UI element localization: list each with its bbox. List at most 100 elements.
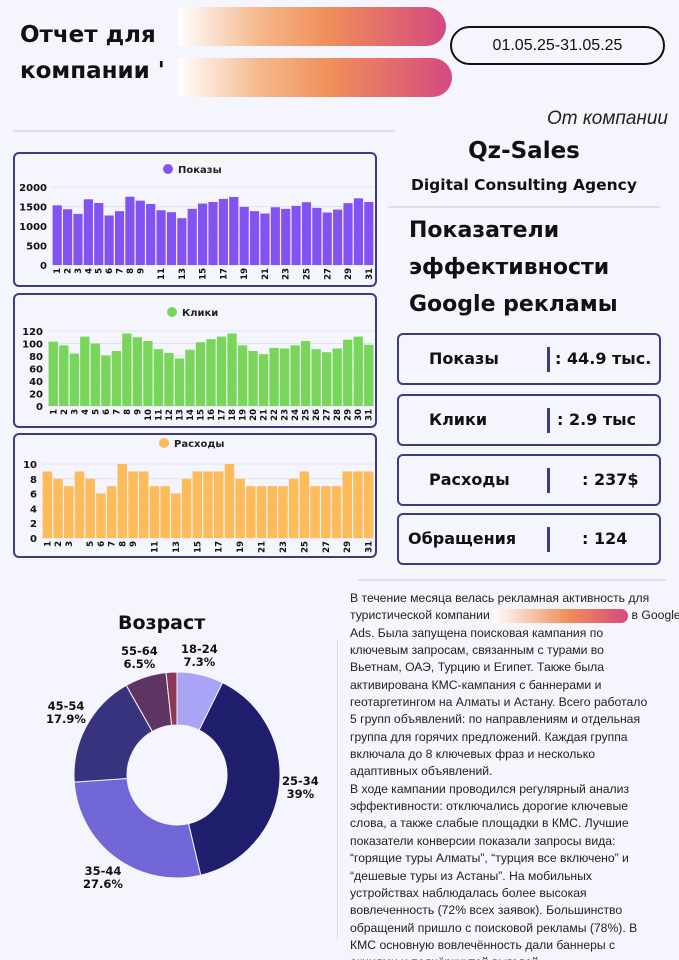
x-tick-label: 7	[112, 409, 122, 415]
bar	[218, 198, 228, 265]
bar	[270, 207, 280, 265]
bar	[85, 478, 95, 538]
bar	[258, 354, 269, 406]
bar	[177, 218, 187, 265]
x-tick-label: 31	[365, 268, 375, 280]
description-line: геотаргетингом на Алматы и Астану. Всего…	[350, 695, 648, 710]
x-tick-label: 15	[193, 541, 203, 553]
x-tick-label: 2	[54, 541, 64, 547]
donut-slice	[73, 777, 202, 879]
x-tick-label: 18	[228, 409, 238, 421]
bar	[288, 478, 299, 538]
x-tick-label: 27	[323, 268, 333, 280]
y-tick-label: 4	[30, 504, 37, 515]
bar	[104, 215, 114, 265]
y-tick-label: 500	[26, 242, 47, 253]
x-tick-label: 25	[302, 409, 312, 421]
donut-slice	[187, 681, 281, 876]
stat-label: Расходы	[429, 470, 510, 489]
stat-separator	[547, 527, 550, 552]
legend-label: Расходы	[174, 439, 224, 450]
bar	[353, 198, 364, 265]
y-tick-label: 8	[30, 475, 37, 486]
bar	[64, 486, 74, 538]
x-tick-label: 17	[215, 541, 225, 553]
bar	[310, 486, 320, 538]
bar	[59, 345, 69, 406]
description-line: В ходе кампании проводился регулярный ан…	[350, 781, 630, 796]
bar	[171, 493, 181, 538]
agency-subtitle: Digital Consulting Agency	[411, 176, 637, 194]
from-company-label: От компании	[546, 108, 668, 129]
description-line: обращений пришло с поисковой рекламы (78…	[350, 920, 638, 935]
x-tick-label: 8	[118, 541, 128, 547]
bar	[343, 203, 353, 265]
bar	[153, 349, 164, 406]
x-tick-label: 21	[260, 409, 270, 421]
x-tick-label: 23	[282, 268, 292, 280]
slice-label-25-34: 25-34 39%	[282, 774, 319, 801]
bar	[101, 355, 111, 406]
x-tick-label: 16	[207, 409, 217, 421]
x-tick-label: 3	[65, 541, 75, 547]
bar	[80, 336, 90, 406]
bar	[135, 200, 145, 265]
bar	[278, 486, 288, 538]
description-line: туристической компании в Google	[350, 608, 679, 624]
stat-separator	[547, 347, 550, 372]
bar	[229, 196, 239, 265]
bar	[331, 486, 342, 538]
description-line: устройствах наблюдалась более высокая	[350, 885, 587, 900]
x-tick-label: 19	[240, 268, 250, 280]
bar	[128, 471, 138, 538]
description-line: “горящие туры Алматы”, “турция все включ…	[350, 851, 629, 866]
description-line: адаптивных объявлений.	[350, 764, 493, 779]
stat-label: Клики	[429, 410, 488, 429]
bar	[299, 471, 310, 538]
x-tick-label: 3	[74, 268, 84, 274]
x-tick-label: 15	[199, 268, 209, 280]
bar	[96, 493, 106, 538]
bar	[69, 353, 79, 406]
bar	[111, 351, 122, 406]
bar	[48, 341, 58, 406]
description-line: активирована КМС-кампания с баннерами и	[350, 677, 602, 692]
chart-clicks: Клики 0 20 40 60 80 100 120 1 2 3 4 5 6 7 8 9 10 11 12 13 14 1…	[13, 293, 377, 428]
x-tick-label: 29	[343, 541, 353, 553]
bar	[143, 341, 153, 406]
bar	[239, 206, 249, 265]
y-tick-label: 10	[23, 460, 37, 471]
legend-marker	[159, 438, 169, 448]
description-line: показатели конверсии показали запросы ви…	[350, 833, 616, 848]
age-donut-chart	[73, 671, 281, 879]
x-tick-label: 25	[302, 268, 312, 280]
description-line: “дешевые туры из Астаны”. На мобильных	[350, 868, 593, 883]
x-tick-label: 21	[261, 268, 271, 280]
bar	[322, 212, 332, 265]
bar	[132, 337, 143, 406]
redacted-company-name	[493, 609, 629, 624]
bar	[260, 213, 270, 265]
stat-requests: Обращения: 124	[397, 513, 661, 565]
description-line: КМС основную вовлечённость дали баннеры …	[350, 937, 616, 952]
bar	[281, 208, 291, 265]
stat-value: : 124	[582, 529, 628, 548]
x-tick-label: 13	[172, 541, 182, 553]
bar	[164, 352, 174, 406]
x-tick-label: 25	[300, 541, 310, 553]
x-tick-label: 31	[365, 409, 375, 421]
stat-label: Показы	[429, 349, 499, 368]
x-tick-label: 2	[60, 409, 70, 415]
description-line: включала до 8 ключевых фраз и несколько	[350, 747, 595, 762]
bar	[291, 205, 301, 265]
x-tick-label: 8	[123, 409, 133, 415]
x-tick-label: 21	[258, 541, 268, 553]
bar	[267, 486, 278, 538]
bar	[342, 471, 352, 538]
vertical-divider	[337, 640, 338, 940]
bar	[52, 205, 62, 265]
x-tick-label: 6	[97, 541, 107, 547]
y-tick-label: 120	[22, 327, 43, 338]
bar	[237, 345, 248, 406]
